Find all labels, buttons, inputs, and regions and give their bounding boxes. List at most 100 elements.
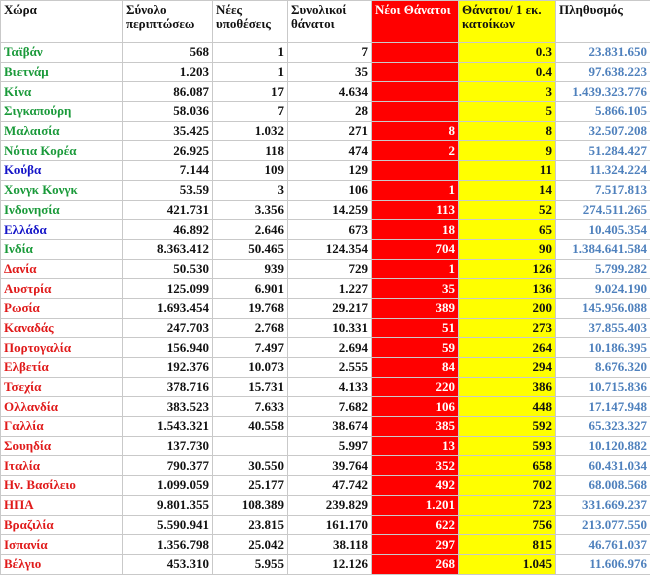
total-deaths-cell[interactable]: 5.997 <box>287 435 372 457</box>
total-cases-cell[interactable]: 790.377 <box>122 455 213 477</box>
population-cell[interactable]: 331.669.237 <box>555 494 650 516</box>
new-deaths-cell[interactable]: 84 <box>371 357 459 378</box>
country-cell[interactable]: Ιταλία <box>0 455 123 477</box>
new-cases-cell[interactable]: 25.177 <box>212 475 288 496</box>
population-cell[interactable]: 8.676.320 <box>555 357 650 378</box>
population-cell[interactable]: 7.517.813 <box>555 179 650 201</box>
new-cases-cell[interactable]: 1.032 <box>212 120 288 142</box>
total-deaths-cell[interactable]: 474 <box>287 140 372 162</box>
country-cell[interactable]: Νότια Κορέα <box>0 140 123 162</box>
total-cases-cell[interactable]: 50.530 <box>122 258 213 280</box>
deaths-per-million-cell[interactable]: 658 <box>458 455 556 477</box>
total-deaths-cell[interactable]: 47.742 <box>287 475 372 496</box>
new-cases-cell[interactable]: 1 <box>212 42 288 63</box>
population-cell[interactable]: 65.323.327 <box>555 416 650 437</box>
country-cell[interactable]: Πορτογαλία <box>0 337 123 358</box>
new-deaths-cell[interactable]: 1.201 <box>371 494 459 516</box>
header-population[interactable]: Πληθυσμός <box>555 0 650 43</box>
total-cases-cell[interactable]: 58.036 <box>122 101 213 122</box>
new-deaths-cell[interactable]: 8 <box>371 120 459 142</box>
new-cases-cell[interactable]: 7.633 <box>212 396 288 418</box>
deaths-per-million-cell[interactable]: 294 <box>458 357 556 378</box>
population-cell[interactable]: 37.855.403 <box>555 317 650 339</box>
new-deaths-cell[interactable]: 59 <box>371 337 459 358</box>
total-deaths-cell[interactable]: 2.694 <box>287 337 372 358</box>
total-deaths-cell[interactable]: 10.331 <box>287 317 372 339</box>
new-cases-cell[interactable]: 118 <box>212 140 288 162</box>
total-deaths-cell[interactable]: 2.555 <box>287 357 372 378</box>
deaths-per-million-cell[interactable]: 273 <box>458 317 556 339</box>
total-cases-cell[interactable]: 247.703 <box>122 317 213 339</box>
total-cases-cell[interactable]: 1.203 <box>122 61 213 83</box>
deaths-per-million-cell[interactable]: 815 <box>458 534 556 555</box>
population-cell[interactable]: 60.431.034 <box>555 455 650 477</box>
total-cases-cell[interactable]: 5.590.941 <box>122 514 213 536</box>
total-cases-cell[interactable]: 1.693.454 <box>122 297 213 319</box>
new-deaths-cell[interactable]: 297 <box>371 534 459 555</box>
new-cases-cell[interactable]: 19.768 <box>212 297 288 319</box>
total-deaths-cell[interactable]: 35 <box>287 61 372 83</box>
new-deaths-cell[interactable]: 1 <box>371 179 459 201</box>
population-cell[interactable]: 46.761.037 <box>555 534 650 555</box>
new-deaths-cell[interactable]: 18 <box>371 219 459 240</box>
country-cell[interactable]: Βιετνάμ <box>0 61 123 83</box>
new-cases-cell[interactable]: 3 <box>212 179 288 201</box>
total-cases-cell[interactable]: 125.099 <box>122 278 213 299</box>
total-cases-cell[interactable]: 26.925 <box>122 140 213 162</box>
total-deaths-cell[interactable]: 1.227 <box>287 278 372 299</box>
header-total-cases[interactable]: Σύνολο περιπτώσεω <box>122 0 213 43</box>
total-deaths-cell[interactable]: 239.829 <box>287 494 372 516</box>
deaths-per-million-cell[interactable]: 3 <box>458 81 556 103</box>
country-cell[interactable]: Βραζιλία <box>0 514 123 536</box>
deaths-per-million-cell[interactable]: 90 <box>458 238 556 260</box>
country-cell[interactable]: Ην. Βασίλειο <box>0 475 123 496</box>
header-new-deaths[interactable]: Νέοι Θάνατοι <box>371 0 459 43</box>
new-cases-cell[interactable]: 109 <box>212 160 288 181</box>
new-cases-cell[interactable]: 10.073 <box>212 357 288 378</box>
deaths-per-million-cell[interactable]: 592 <box>458 416 556 437</box>
total-deaths-cell[interactable]: 106 <box>287 179 372 201</box>
total-deaths-cell[interactable]: 7 <box>287 42 372 63</box>
new-cases-cell[interactable]: 25.042 <box>212 534 288 555</box>
total-deaths-cell[interactable]: 38.118 <box>287 534 372 555</box>
country-cell[interactable]: Τσεχία <box>0 376 123 398</box>
new-deaths-cell[interactable]: 268 <box>371 553 459 575</box>
population-cell[interactable]: 10.186.395 <box>555 337 650 358</box>
new-cases-cell[interactable]: 2.768 <box>212 317 288 339</box>
country-cell[interactable]: Γαλλία <box>0 416 123 437</box>
deaths-per-million-cell[interactable]: 593 <box>458 435 556 457</box>
population-cell[interactable]: 274.511.265 <box>555 199 650 221</box>
population-cell[interactable]: 11.606.976 <box>555 553 650 575</box>
new-deaths-cell[interactable] <box>371 61 459 83</box>
header-country[interactable]: Χώρα <box>0 0 123 43</box>
country-cell[interactable]: Σιγκαπούρη <box>0 101 123 122</box>
total-deaths-cell[interactable]: 12.126 <box>287 553 372 575</box>
new-deaths-cell[interactable] <box>371 42 459 63</box>
new-deaths-cell[interactable]: 220 <box>371 376 459 398</box>
new-deaths-cell[interactable]: 1 <box>371 258 459 280</box>
country-cell[interactable]: Ινδονησία <box>0 199 123 221</box>
new-deaths-cell[interactable]: 113 <box>371 199 459 221</box>
new-deaths-cell[interactable]: 35 <box>371 278 459 299</box>
deaths-per-million-cell[interactable]: 136 <box>458 278 556 299</box>
new-deaths-cell[interactable]: 13 <box>371 435 459 457</box>
total-deaths-cell[interactable]: 271 <box>287 120 372 142</box>
population-cell[interactable]: 11.324.224 <box>555 160 650 181</box>
country-cell[interactable]: ΗΠΑ <box>0 494 123 516</box>
deaths-per-million-cell[interactable]: 386 <box>458 376 556 398</box>
deaths-per-million-cell[interactable]: 264 <box>458 337 556 358</box>
total-cases-cell[interactable]: 1.356.798 <box>122 534 213 555</box>
country-cell[interactable]: Μαλαισία <box>0 120 123 142</box>
new-deaths-cell[interactable]: 492 <box>371 475 459 496</box>
population-cell[interactable]: 213.077.550 <box>555 514 650 536</box>
deaths-per-million-cell[interactable]: 0.3 <box>458 42 556 63</box>
total-cases-cell[interactable]: 383.523 <box>122 396 213 418</box>
total-cases-cell[interactable]: 8.363.412 <box>122 238 213 260</box>
country-cell[interactable]: Ελβετία <box>0 357 123 378</box>
header-new-cases[interactable]: Νέες υποθέσεις <box>212 0 288 43</box>
population-cell[interactable]: 10.120.882 <box>555 435 650 457</box>
total-deaths-cell[interactable]: 28 <box>287 101 372 122</box>
total-cases-cell[interactable]: 9.801.355 <box>122 494 213 516</box>
deaths-per-million-cell[interactable]: 9 <box>458 140 556 162</box>
population-cell[interactable]: 68.008.568 <box>555 475 650 496</box>
